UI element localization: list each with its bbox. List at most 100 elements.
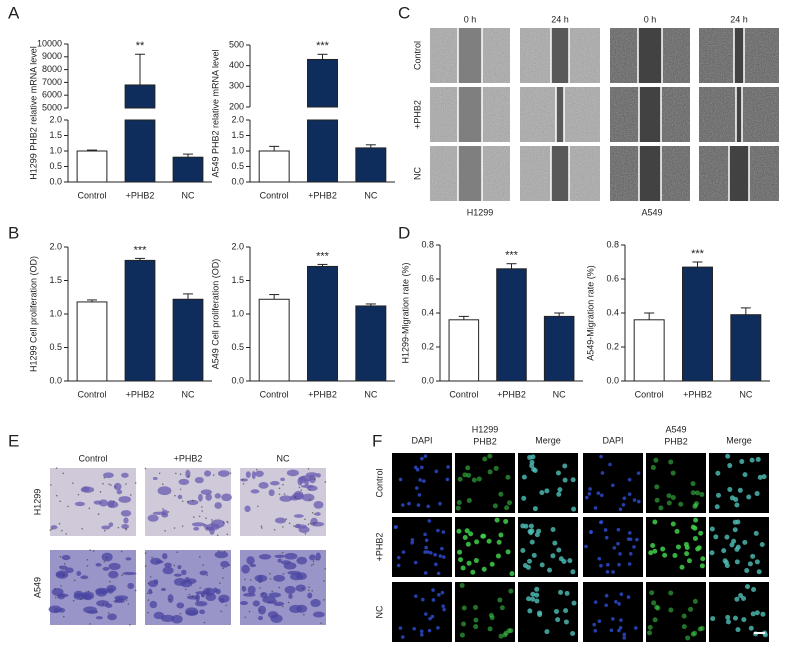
nucleus bbox=[571, 506, 577, 512]
x-tick-label: NC bbox=[739, 389, 752, 399]
nucleus bbox=[502, 632, 508, 638]
nucleus bbox=[412, 626, 416, 631]
stained-cell bbox=[102, 566, 110, 571]
nucleus bbox=[561, 559, 567, 565]
column-label: Merge bbox=[726, 435, 752, 445]
nucleus bbox=[593, 628, 598, 633]
nucleus bbox=[537, 612, 543, 618]
nucleus bbox=[487, 469, 493, 475]
stained-cell bbox=[173, 578, 186, 586]
pore bbox=[188, 593, 191, 596]
pore bbox=[162, 483, 164, 485]
pore bbox=[217, 550, 220, 552]
nucleus bbox=[611, 483, 615, 488]
stained-cell bbox=[148, 588, 153, 595]
nucleus bbox=[481, 566, 487, 572]
stained-cell bbox=[127, 582, 135, 590]
nucleus bbox=[457, 476, 463, 482]
stained-cell bbox=[199, 570, 208, 576]
nucleus bbox=[666, 500, 672, 506]
stained-cell bbox=[245, 471, 251, 479]
panel-letter: B bbox=[8, 223, 19, 242]
pore bbox=[120, 550, 123, 553]
nucleus bbox=[434, 469, 439, 474]
pore bbox=[211, 519, 213, 521]
bar bbox=[76, 301, 108, 382]
nucleus bbox=[600, 471, 605, 475]
column-label: 24 h bbox=[730, 14, 748, 24]
pore bbox=[72, 482, 74, 484]
nucleus bbox=[734, 596, 740, 602]
stained-cell bbox=[296, 604, 308, 613]
nucleus bbox=[694, 501, 700, 507]
y-tick-label: 1.0 bbox=[231, 308, 244, 318]
stained-cell bbox=[160, 587, 166, 592]
nucleus bbox=[461, 621, 467, 627]
cell-line-label: A549 bbox=[641, 207, 662, 217]
nucleus bbox=[564, 590, 570, 596]
pore bbox=[243, 578, 246, 581]
nucleus bbox=[498, 633, 504, 639]
pore bbox=[108, 483, 110, 485]
pore bbox=[269, 578, 272, 580]
x-tick-label: Control bbox=[260, 190, 289, 200]
pore bbox=[147, 611, 149, 614]
pore bbox=[309, 488, 311, 491]
x-tick-label: Control bbox=[260, 389, 289, 399]
stained-cell bbox=[286, 469, 299, 477]
bar bbox=[730, 314, 762, 382]
stained-cell bbox=[83, 593, 88, 599]
nucleus bbox=[571, 600, 577, 606]
bar bbox=[355, 147, 387, 183]
stained-cell bbox=[65, 567, 74, 574]
stained-cell bbox=[305, 472, 318, 478]
wound-gap bbox=[734, 28, 744, 83]
nucleus bbox=[600, 493, 604, 498]
pore bbox=[117, 526, 120, 529]
pore bbox=[225, 604, 228, 607]
significance: *** bbox=[316, 250, 330, 262]
stained-cell bbox=[274, 517, 287, 524]
significance: ** bbox=[136, 40, 145, 52]
stained-cell bbox=[273, 574, 285, 582]
pore bbox=[220, 610, 223, 613]
stained-cell bbox=[240, 601, 249, 606]
bar bbox=[307, 265, 338, 382]
panel-letter: D bbox=[398, 223, 410, 242]
pore bbox=[285, 518, 288, 520]
nucleus bbox=[424, 612, 428, 616]
nucleus bbox=[527, 454, 533, 460]
nucleus bbox=[413, 560, 418, 565]
nucleus bbox=[585, 495, 589, 500]
nucleus bbox=[692, 535, 698, 541]
nucleus bbox=[612, 546, 617, 550]
nucleus bbox=[692, 598, 698, 604]
stained-cell bbox=[204, 470, 212, 477]
wound-gap bbox=[639, 87, 661, 142]
nucleus bbox=[674, 528, 680, 534]
nucleus bbox=[684, 551, 690, 557]
stained-cell bbox=[244, 505, 251, 513]
nucleus bbox=[508, 588, 514, 594]
nucleus bbox=[750, 553, 756, 559]
nucleus bbox=[609, 628, 614, 633]
nucleus bbox=[647, 624, 653, 630]
stained-cell bbox=[268, 592, 281, 598]
nucleus bbox=[473, 617, 479, 623]
nucleus bbox=[604, 535, 609, 540]
nucleus bbox=[433, 552, 437, 557]
nucleus bbox=[632, 498, 637, 502]
pore bbox=[202, 564, 204, 566]
nucleus bbox=[737, 487, 743, 493]
stained-cell bbox=[181, 569, 187, 576]
nucleus bbox=[655, 605, 661, 611]
nucleus bbox=[626, 537, 631, 541]
wound-gap bbox=[736, 87, 742, 142]
stained-cell bbox=[123, 517, 129, 524]
nucleus bbox=[464, 528, 470, 534]
nucleus bbox=[466, 472, 472, 478]
stained-cell bbox=[116, 489, 123, 495]
pore bbox=[249, 579, 252, 581]
pore bbox=[308, 586, 310, 589]
pore bbox=[275, 599, 278, 602]
